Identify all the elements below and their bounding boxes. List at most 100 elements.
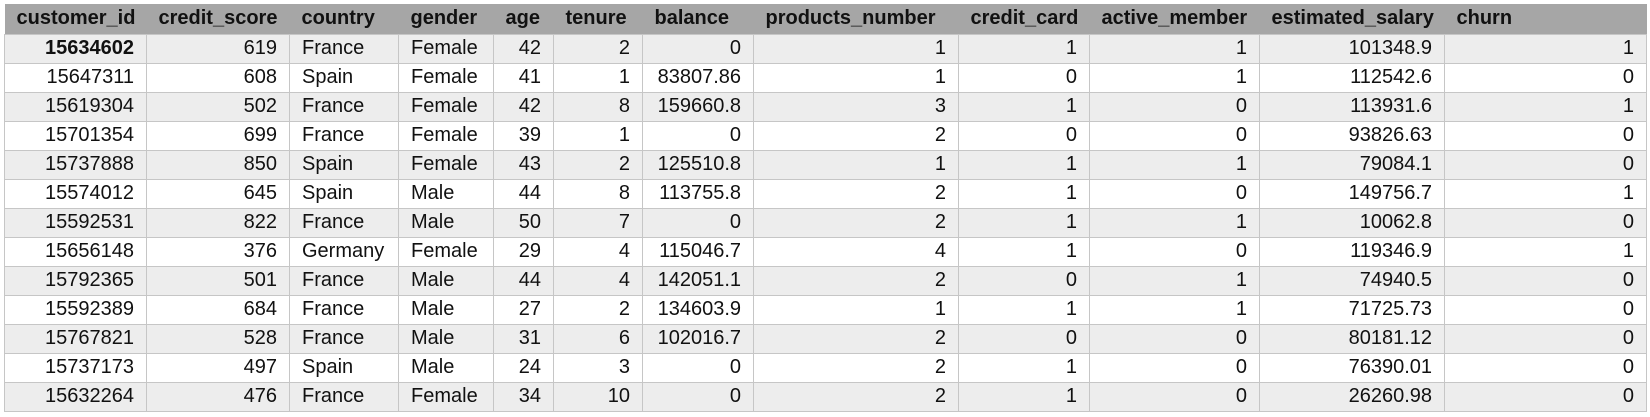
cell-customer-id[interactable]: 15592389	[4, 294, 147, 325]
cell-country[interactable]: France	[289, 265, 399, 296]
column-header-tenure[interactable]: tenure	[553, 4, 643, 34]
cell-active-member[interactable]: 1	[1089, 265, 1260, 296]
column-header-customer-id[interactable]: customer_id	[4, 4, 147, 34]
cell-gender[interactable]: Female	[398, 149, 494, 180]
cell-active-member[interactable]: 0	[1089, 91, 1260, 122]
cell-gender[interactable]: Male	[398, 207, 494, 238]
cell-churn[interactable]: 0	[1444, 120, 1647, 151]
cell-churn[interactable]: 1	[1444, 236, 1647, 267]
cell-country[interactable]: Spain	[289, 178, 399, 209]
cell-balance[interactable]: 159660.8	[642, 91, 754, 122]
column-header-active-member[interactable]: active_member	[1089, 4, 1260, 34]
cell-active-member[interactable]: 0	[1089, 120, 1260, 151]
cell-age[interactable]: 31	[493, 323, 554, 354]
cell-estimated-salary[interactable]: 101348.9	[1259, 33, 1445, 64]
cell-age[interactable]: 39	[493, 120, 554, 151]
cell-country[interactable]: Spain	[289, 62, 399, 93]
cell-credit-card[interactable]: 1	[958, 91, 1090, 122]
column-header-country[interactable]: country	[289, 4, 399, 34]
column-header-gender[interactable]: gender	[398, 4, 494, 34]
cell-country[interactable]: Spain	[289, 352, 399, 383]
cell-tenure[interactable]: 4	[553, 236, 643, 267]
cell-credit-score[interactable]: 645	[146, 178, 290, 209]
cell-balance[interactable]: 0	[642, 352, 754, 383]
cell-tenure[interactable]: 2	[553, 294, 643, 325]
column-header-churn[interactable]: churn	[1444, 4, 1647, 34]
cell-balance[interactable]: 125510.8	[642, 149, 754, 180]
cell-country[interactable]: France	[289, 120, 399, 151]
cell-tenure[interactable]: 4	[553, 265, 643, 296]
column-header-age[interactable]: age	[493, 4, 554, 34]
cell-country[interactable]: France	[289, 381, 399, 412]
cell-churn[interactable]: 1	[1444, 91, 1647, 122]
cell-balance[interactable]: 134603.9	[642, 294, 754, 325]
cell-age[interactable]: 41	[493, 62, 554, 93]
cell-country[interactable]: Germany	[289, 236, 399, 267]
cell-customer-id[interactable]: 15767821	[4, 323, 147, 354]
cell-balance[interactable]: 0	[642, 120, 754, 151]
cell-credit-score[interactable]: 608	[146, 62, 290, 93]
cell-country[interactable]: France	[289, 33, 399, 64]
cell-estimated-salary[interactable]: 26260.98	[1259, 381, 1445, 412]
cell-active-member[interactable]: 0	[1089, 381, 1260, 412]
cell-balance[interactable]: 142051.1	[642, 265, 754, 296]
cell-gender[interactable]: Female	[398, 381, 494, 412]
cell-gender[interactable]: Male	[398, 178, 494, 209]
cell-active-member[interactable]: 0	[1089, 323, 1260, 354]
cell-gender[interactable]: Female	[398, 62, 494, 93]
cell-credit-score[interactable]: 822	[146, 207, 290, 238]
cell-estimated-salary[interactable]: 71725.73	[1259, 294, 1445, 325]
cell-tenure[interactable]: 3	[553, 352, 643, 383]
cell-gender[interactable]: Male	[398, 294, 494, 325]
cell-active-member[interactable]: 1	[1089, 207, 1260, 238]
cell-active-member[interactable]: 0	[1089, 352, 1260, 383]
cell-products-number[interactable]: 1	[753, 294, 959, 325]
cell-credit-score[interactable]: 501	[146, 265, 290, 296]
cell-estimated-salary[interactable]: 10062.8	[1259, 207, 1445, 238]
cell-active-member[interactable]: 1	[1089, 294, 1260, 325]
cell-gender[interactable]: Male	[398, 323, 494, 354]
cell-credit-card[interactable]: 1	[958, 294, 1090, 325]
cell-credit-card[interactable]: 0	[958, 62, 1090, 93]
cell-credit-score[interactable]: 850	[146, 149, 290, 180]
cell-churn[interactable]: 0	[1444, 381, 1647, 412]
cell-estimated-salary[interactable]: 80181.12	[1259, 323, 1445, 354]
cell-credit-card[interactable]: 1	[958, 236, 1090, 267]
cell-country[interactable]: France	[289, 323, 399, 354]
cell-country[interactable]: France	[289, 207, 399, 238]
cell-tenure[interactable]: 10	[553, 381, 643, 412]
cell-gender[interactable]: Female	[398, 236, 494, 267]
column-header-balance[interactable]: balance	[642, 4, 754, 34]
cell-active-member[interactable]: 1	[1089, 33, 1260, 64]
cell-products-number[interactable]: 2	[753, 265, 959, 296]
cell-estimated-salary[interactable]: 79084.1	[1259, 149, 1445, 180]
cell-balance[interactable]: 115046.7	[642, 236, 754, 267]
cell-credit-card[interactable]: 0	[958, 120, 1090, 151]
cell-products-number[interactable]: 2	[753, 207, 959, 238]
column-header-credit-card[interactable]: credit_card	[958, 4, 1090, 34]
cell-customer-id[interactable]: 15737173	[4, 352, 147, 383]
cell-tenure[interactable]: 2	[553, 33, 643, 64]
cell-balance[interactable]: 113755.8	[642, 178, 754, 209]
cell-customer-id[interactable]: 15634602	[4, 33, 147, 64]
cell-credit-score[interactable]: 376	[146, 236, 290, 267]
cell-estimated-salary[interactable]: 119346.9	[1259, 236, 1445, 267]
cell-products-number[interactable]: 2	[753, 352, 959, 383]
cell-tenure[interactable]: 8	[553, 178, 643, 209]
cell-credit-card[interactable]: 1	[958, 149, 1090, 180]
cell-gender[interactable]: Male	[398, 352, 494, 383]
cell-credit-card[interactable]: 1	[958, 33, 1090, 64]
cell-age[interactable]: 29	[493, 236, 554, 267]
cell-balance[interactable]: 102016.7	[642, 323, 754, 354]
cell-tenure[interactable]: 6	[553, 323, 643, 354]
cell-churn[interactable]: 1	[1444, 33, 1647, 64]
cell-tenure[interactable]: 1	[553, 62, 643, 93]
cell-credit-score[interactable]: 497	[146, 352, 290, 383]
cell-churn[interactable]: 0	[1444, 265, 1647, 296]
column-header-products-number[interactable]: products_number	[753, 4, 959, 34]
cell-churn[interactable]: 0	[1444, 149, 1647, 180]
cell-customer-id[interactable]: 15574012	[4, 178, 147, 209]
cell-age[interactable]: 50	[493, 207, 554, 238]
cell-credit-score[interactable]: 619	[146, 33, 290, 64]
cell-customer-id[interactable]: 15647311	[4, 62, 147, 93]
